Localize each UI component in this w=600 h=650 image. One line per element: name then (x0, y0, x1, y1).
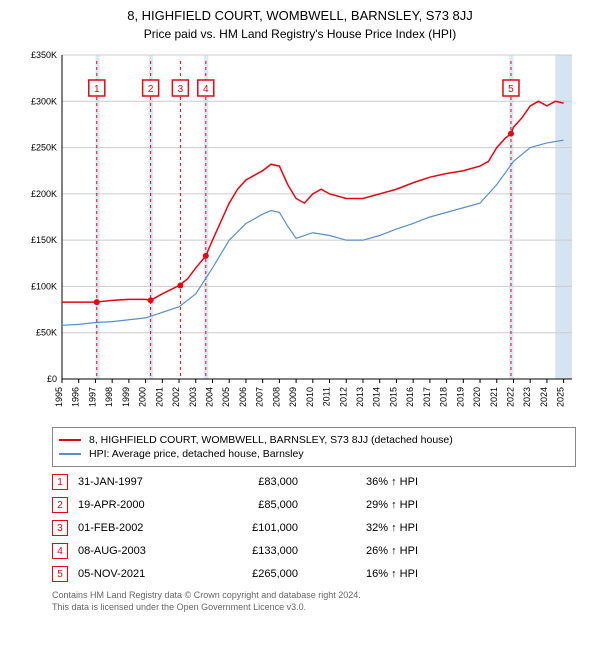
transaction-pct: 26% ↑ HPI (308, 545, 418, 557)
transaction-date: 31-JAN-1997 (78, 476, 188, 488)
svg-text:£150K: £150K (31, 235, 57, 245)
svg-text:2016: 2016 (405, 387, 415, 407)
svg-text:3: 3 (178, 84, 184, 95)
svg-text:2018: 2018 (439, 387, 449, 407)
svg-text:2001: 2001 (154, 387, 164, 407)
svg-text:£200K: £200K (31, 189, 57, 199)
svg-text:5: 5 (508, 84, 514, 95)
svg-text:2012: 2012 (338, 387, 348, 407)
transaction-date: 01-FEB-2002 (78, 522, 188, 534)
legend-swatch (59, 453, 81, 455)
transaction-badge: 4 (52, 543, 68, 559)
transaction-badge: 1 (52, 474, 68, 490)
svg-text:1996: 1996 (71, 387, 81, 407)
svg-text:£300K: £300K (31, 96, 57, 106)
svg-text:2009: 2009 (288, 387, 298, 407)
page-subtitle: Price paid vs. HM Land Registry's House … (10, 27, 590, 41)
transaction-pct: 16% ↑ HPI (308, 568, 418, 580)
svg-text:£0: £0 (47, 374, 57, 384)
transaction-price: £133,000 (198, 545, 298, 557)
transaction-price: £265,000 (198, 568, 298, 580)
transactions-table: 1 31-JAN-1997 £83,000 36% ↑ HPI 2 19-APR-2000… (52, 474, 576, 582)
svg-text:2020: 2020 (472, 387, 482, 407)
transaction-row: 2 19-APR-2000 £85,000 29% ↑ HPI (52, 497, 576, 513)
svg-text:2015: 2015 (388, 387, 398, 407)
svg-text:2003: 2003 (188, 387, 198, 407)
transaction-badge: 5 (52, 566, 68, 582)
svg-text:2008: 2008 (271, 387, 281, 407)
svg-text:2022: 2022 (505, 387, 515, 407)
legend-label: 8, HIGHFIELD COURT, WOMBWELL, BARNSLEY, … (89, 434, 453, 446)
transaction-row: 3 01-FEB-2002 £101,000 32% ↑ HPI (52, 520, 576, 536)
svg-text:2007: 2007 (255, 387, 265, 407)
svg-text:2002: 2002 (171, 387, 181, 407)
transaction-pct: 32% ↑ HPI (308, 522, 418, 534)
transaction-price: £101,000 (198, 522, 298, 534)
svg-text:2024: 2024 (539, 387, 549, 407)
svg-text:£100K: £100K (31, 281, 57, 291)
transaction-date: 19-APR-2000 (78, 499, 188, 511)
svg-text:1: 1 (94, 84, 100, 95)
footer-attribution: Contains HM Land Registry data © Crown c… (52, 589, 576, 613)
transaction-pct: 29% ↑ HPI (308, 499, 418, 511)
svg-text:2004: 2004 (204, 387, 214, 407)
page: 8, HIGHFIELD COURT, WOMBWELL, BARNSLEY, … (0, 0, 600, 621)
svg-text:£50K: £50K (36, 328, 57, 338)
svg-text:£250K: £250K (31, 143, 57, 153)
svg-text:2017: 2017 (422, 387, 432, 407)
svg-text:2010: 2010 (305, 387, 315, 407)
svg-text:2005: 2005 (221, 387, 231, 407)
svg-text:1997: 1997 (87, 387, 97, 407)
page-title: 8, HIGHFIELD COURT, WOMBWELL, BARNSLEY, … (10, 8, 590, 23)
svg-text:2019: 2019 (455, 387, 465, 407)
svg-text:2025: 2025 (556, 387, 566, 407)
svg-text:4: 4 (203, 84, 209, 95)
transaction-pct: 36% ↑ HPI (308, 476, 418, 488)
svg-text:2014: 2014 (372, 387, 382, 407)
chart-legend: 8, HIGHFIELD COURT, WOMBWELL, BARNSLEY, … (52, 427, 576, 467)
svg-text:1995: 1995 (54, 387, 64, 407)
transaction-row: 5 05-NOV-2021 £265,000 16% ↑ HPI (52, 566, 576, 582)
transaction-price: £83,000 (198, 476, 298, 488)
transaction-badge: 2 (52, 497, 68, 513)
footer-line: This data is licensed under the Open Gov… (52, 601, 576, 613)
transaction-row: 1 31-JAN-1997 £83,000 36% ↑ HPI (52, 474, 576, 490)
svg-text:1998: 1998 (104, 387, 114, 407)
svg-text:2013: 2013 (355, 387, 365, 407)
legend-swatch (59, 439, 81, 441)
transaction-price: £85,000 (198, 499, 298, 511)
legend-item: 8, HIGHFIELD COURT, WOMBWELL, BARNSLEY, … (59, 434, 569, 446)
transaction-date: 08-AUG-2003 (78, 545, 188, 557)
svg-text:£350K: £350K (31, 50, 57, 60)
transaction-date: 05-NOV-2021 (78, 568, 188, 580)
svg-text:2023: 2023 (522, 387, 532, 407)
footer-line: Contains HM Land Registry data © Crown c… (52, 589, 576, 601)
svg-text:2011: 2011 (322, 387, 332, 406)
svg-text:2006: 2006 (238, 387, 248, 407)
svg-text:2000: 2000 (138, 387, 148, 407)
price-chart: £0 £50K £100K £150K £200K £250K £300K £350K 1995… (20, 49, 580, 419)
legend-label: HPI: Average price, detached house, Barn… (89, 448, 304, 460)
transaction-row: 4 08-AUG-2003 £133,000 26% ↑ HPI (52, 543, 576, 559)
transaction-badge: 3 (52, 520, 68, 536)
chart-svg: £0 £50K £100K £150K £200K £250K £300K £350K 1995… (20, 49, 580, 419)
svg-text:2: 2 (148, 84, 154, 95)
svg-text:2021: 2021 (489, 387, 499, 407)
legend-item: HPI: Average price, detached house, Barn… (59, 448, 569, 460)
svg-text:1999: 1999 (121, 387, 131, 407)
